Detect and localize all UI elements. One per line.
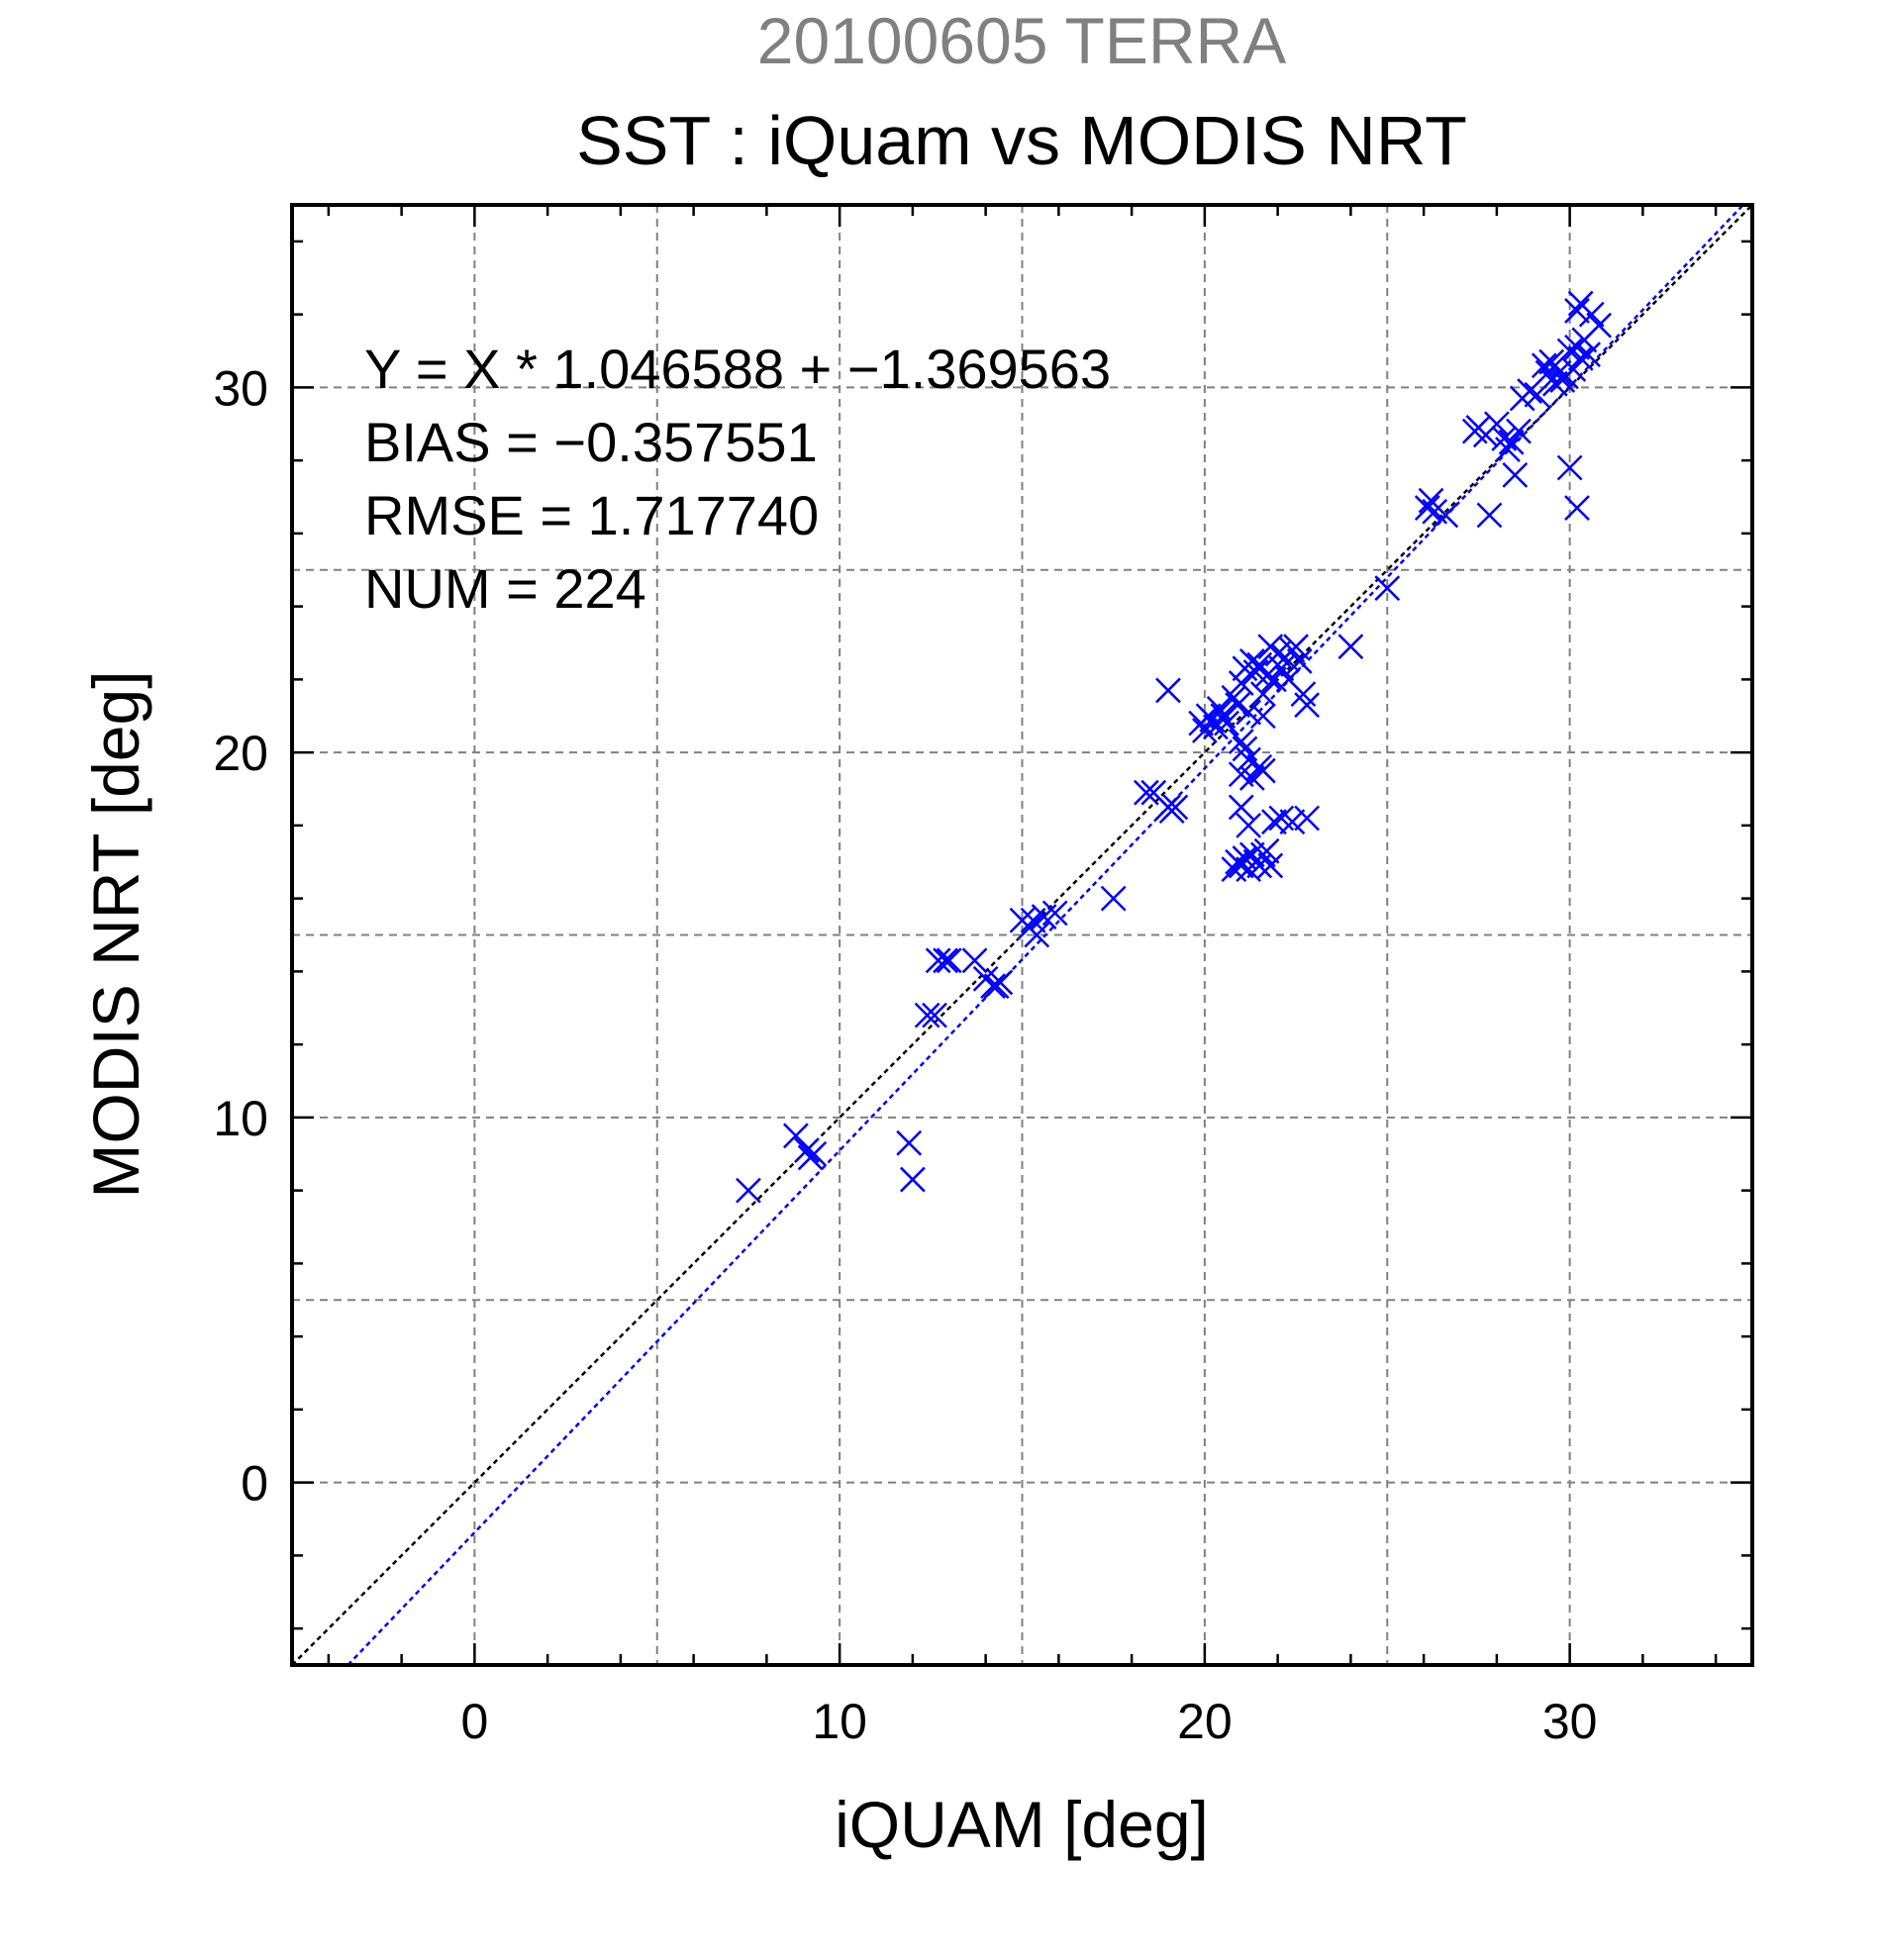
annotation-rmse: RMSE = 1.717740 — [364, 484, 819, 546]
data-point — [1210, 703, 1237, 730]
data-point — [1502, 461, 1529, 488]
data-point — [1041, 900, 1068, 927]
data-point — [1214, 710, 1239, 736]
data-point — [1498, 429, 1525, 455]
data-point — [1236, 812, 1262, 838]
data-point — [1236, 699, 1262, 726]
data-point — [1578, 301, 1605, 328]
grid-lines — [292, 205, 1752, 1665]
data-point — [794, 1137, 820, 1163]
data-point — [1133, 779, 1159, 806]
y-tick-label: 10 — [213, 1091, 268, 1146]
data-points — [736, 290, 1613, 1204]
data-point — [933, 947, 958, 974]
data-point — [1564, 495, 1590, 521]
data-point — [922, 1002, 947, 1029]
data-point — [1100, 885, 1127, 912]
data-point — [1155, 677, 1181, 704]
x-tick-label: 0 — [460, 1694, 488, 1749]
data-point — [1279, 809, 1306, 835]
x-tick-label: 30 — [1542, 1694, 1598, 1749]
chart-title: SST : iQuam vs MODIS NRT — [576, 102, 1467, 179]
annotation-num: NUM = 224 — [364, 557, 646, 620]
y-tick-label: 20 — [213, 726, 268, 781]
y-axis-label: MODIS NRT [deg] — [79, 670, 152, 1198]
tick-labels: 0 10 20 30 0 10 20 30 — [213, 360, 1597, 1749]
data-point — [1249, 757, 1276, 784]
data-point — [1495, 437, 1521, 462]
chart-supertitle: 20100605 TERRA — [757, 4, 1286, 77]
data-point — [1238, 765, 1265, 791]
data-point — [1283, 634, 1309, 660]
data-point — [1238, 841, 1265, 868]
data-point — [1564, 298, 1590, 324]
data-point — [1433, 502, 1459, 529]
data-point — [1476, 502, 1503, 529]
data-point — [801, 1140, 828, 1167]
annotation-regression: Y = X * 1.046588 + −1.369563 — [364, 338, 1111, 400]
y-tick-label: 30 — [213, 360, 268, 416]
data-point — [1024, 922, 1050, 948]
data-point — [1162, 794, 1189, 821]
data-point — [1261, 809, 1287, 835]
x-tick-label: 10 — [812, 1694, 867, 1749]
data-point — [1575, 342, 1601, 368]
data-point — [914, 1002, 940, 1029]
data-point — [1586, 312, 1613, 339]
data-point — [1294, 692, 1321, 719]
data-point — [1337, 634, 1364, 660]
data-point — [1374, 575, 1401, 602]
data-point — [1228, 794, 1254, 821]
data-point — [1531, 352, 1557, 379]
data-point — [1556, 454, 1583, 481]
data-point — [1286, 648, 1313, 674]
data-point — [1249, 681, 1276, 708]
data-point — [1225, 692, 1250, 719]
data-point — [1545, 359, 1572, 386]
data-point — [1506, 418, 1532, 444]
data-point — [1414, 495, 1440, 521]
regression-line — [346, 204, 1744, 1666]
x-axis-label: iQUAM [deg] — [835, 1788, 1209, 1861]
data-point — [1253, 837, 1280, 864]
data-point — [925, 947, 951, 974]
data-point — [1249, 703, 1276, 730]
data-point — [961, 947, 988, 974]
data-point — [1228, 729, 1254, 754]
data-point — [1264, 640, 1291, 667]
data-point — [936, 947, 962, 974]
data-point — [736, 1177, 761, 1204]
stats-annotations: Y = X * 1.046588 + −1.369563 BIAS = −0.3… — [364, 338, 1111, 620]
data-point — [1483, 411, 1510, 438]
plot-frame — [290, 203, 1754, 1667]
x-tick-label: 20 — [1177, 1694, 1233, 1749]
annotation-bias: BIAS = −0.357551 — [364, 411, 818, 473]
data-point — [899, 1166, 926, 1193]
data-point — [1294, 805, 1321, 832]
data-point — [980, 973, 1006, 1000]
data-point — [983, 973, 1010, 1000]
data-point — [1524, 381, 1550, 408]
data-point — [1257, 852, 1284, 879]
y-tick-label: 0 — [241, 1456, 268, 1512]
data-point — [896, 1129, 923, 1156]
